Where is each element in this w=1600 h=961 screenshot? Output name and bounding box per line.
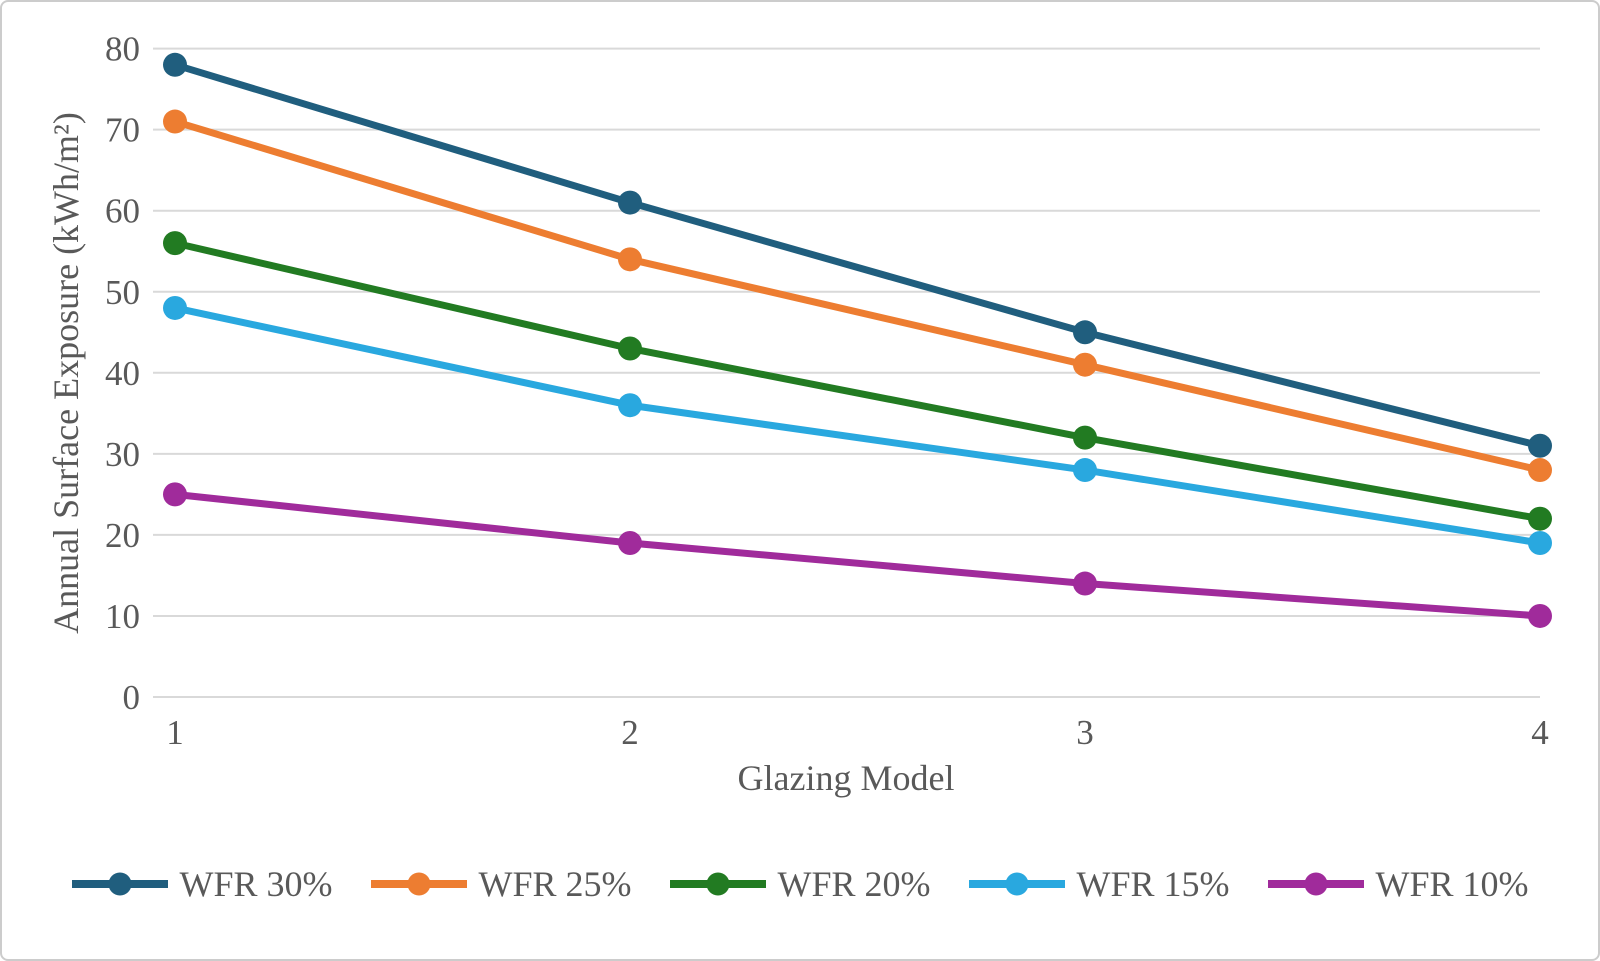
data-point bbox=[1073, 425, 1097, 450]
legend-marker-icon bbox=[370, 872, 467, 896]
series-wfr-20 bbox=[163, 231, 1552, 531]
x-tick-label: 2 bbox=[621, 713, 639, 752]
data-point bbox=[1528, 531, 1552, 556]
y-tick-label: 50 bbox=[105, 273, 140, 312]
legend-label: WFR 20% bbox=[777, 864, 931, 904]
x-tick-labels: 1 2 3 4 bbox=[166, 713, 1549, 752]
data-point bbox=[1528, 603, 1552, 628]
series-wfr-30 bbox=[163, 52, 1552, 458]
legend-label: WFR 10% bbox=[1375, 864, 1529, 904]
y-tick-labels: 0 10 20 30 40 50 60 70 80 bbox=[105, 30, 140, 717]
legend-marker-icon bbox=[71, 872, 168, 896]
legend-item-wfr-20: WFR 20% bbox=[669, 863, 931, 905]
chart-legend: WFR 30% WFR 25% WFR 20% WFR 15% WFR 10% bbox=[0, 856, 1600, 912]
data-point bbox=[1073, 571, 1097, 596]
x-tick-label: 1 bbox=[166, 713, 184, 752]
y-axis-title: Annual Surface Exposure (kWh/m²) bbox=[46, 112, 86, 634]
legend-item-wfr-10: WFR 10% bbox=[1267, 863, 1529, 905]
y-tick-label: 40 bbox=[105, 354, 140, 393]
data-point bbox=[1528, 506, 1552, 531]
data-point bbox=[163, 109, 187, 134]
y-tick-label: 80 bbox=[105, 30, 140, 69]
data-point bbox=[163, 482, 187, 507]
data-point bbox=[618, 336, 642, 361]
series-wfr-15 bbox=[163, 295, 1552, 556]
series-line bbox=[173, 118, 1541, 474]
series-wfr-25 bbox=[163, 109, 1552, 483]
plot-series bbox=[163, 52, 1552, 628]
data-point bbox=[1528, 433, 1552, 458]
legend-item-wfr-30: WFR 30% bbox=[71, 863, 333, 905]
x-axis-title: Glazing Model bbox=[738, 758, 955, 798]
legend-marker-icon bbox=[1267, 872, 1364, 896]
y-tick-label: 30 bbox=[105, 435, 140, 474]
legend-label: WFR 30% bbox=[179, 864, 333, 904]
y-tick-label: 70 bbox=[105, 111, 140, 150]
y-tick-label: 20 bbox=[105, 516, 140, 555]
legend-marker-icon bbox=[669, 872, 766, 896]
legend-label: WFR 15% bbox=[1076, 864, 1230, 904]
data-point bbox=[163, 52, 187, 77]
series-line bbox=[173, 61, 1541, 450]
y-tick-label: 60 bbox=[105, 192, 140, 231]
x-tick-label: 3 bbox=[1076, 713, 1094, 752]
data-point bbox=[618, 531, 642, 556]
data-point bbox=[618, 190, 642, 215]
y-tick-label: 10 bbox=[105, 597, 140, 636]
series-wfr-10 bbox=[163, 482, 1552, 628]
data-point bbox=[1073, 458, 1097, 483]
data-point bbox=[1073, 320, 1097, 345]
data-point bbox=[163, 231, 187, 256]
data-point bbox=[618, 393, 642, 418]
data-point bbox=[618, 247, 642, 272]
series-line bbox=[174, 239, 1541, 523]
line-chart: 0 10 20 30 40 50 60 70 80 1 2 3 4 Annual Surface Ex… bbox=[46, 30, 1552, 798]
legend-label: WFR 25% bbox=[478, 864, 632, 904]
legend-item-wfr-15: WFR 15% bbox=[968, 863, 1230, 905]
legend-marker-icon bbox=[968, 872, 1065, 896]
x-tick-label: 4 bbox=[1531, 713, 1549, 752]
y-tick-label: 0 bbox=[123, 678, 141, 717]
data-point bbox=[1073, 352, 1097, 377]
series-line bbox=[174, 304, 1541, 547]
data-point bbox=[1528, 458, 1552, 483]
data-point bbox=[163, 295, 187, 320]
legend-item-wfr-25: WFR 25% bbox=[370, 863, 632, 905]
series-line bbox=[174, 490, 1541, 620]
